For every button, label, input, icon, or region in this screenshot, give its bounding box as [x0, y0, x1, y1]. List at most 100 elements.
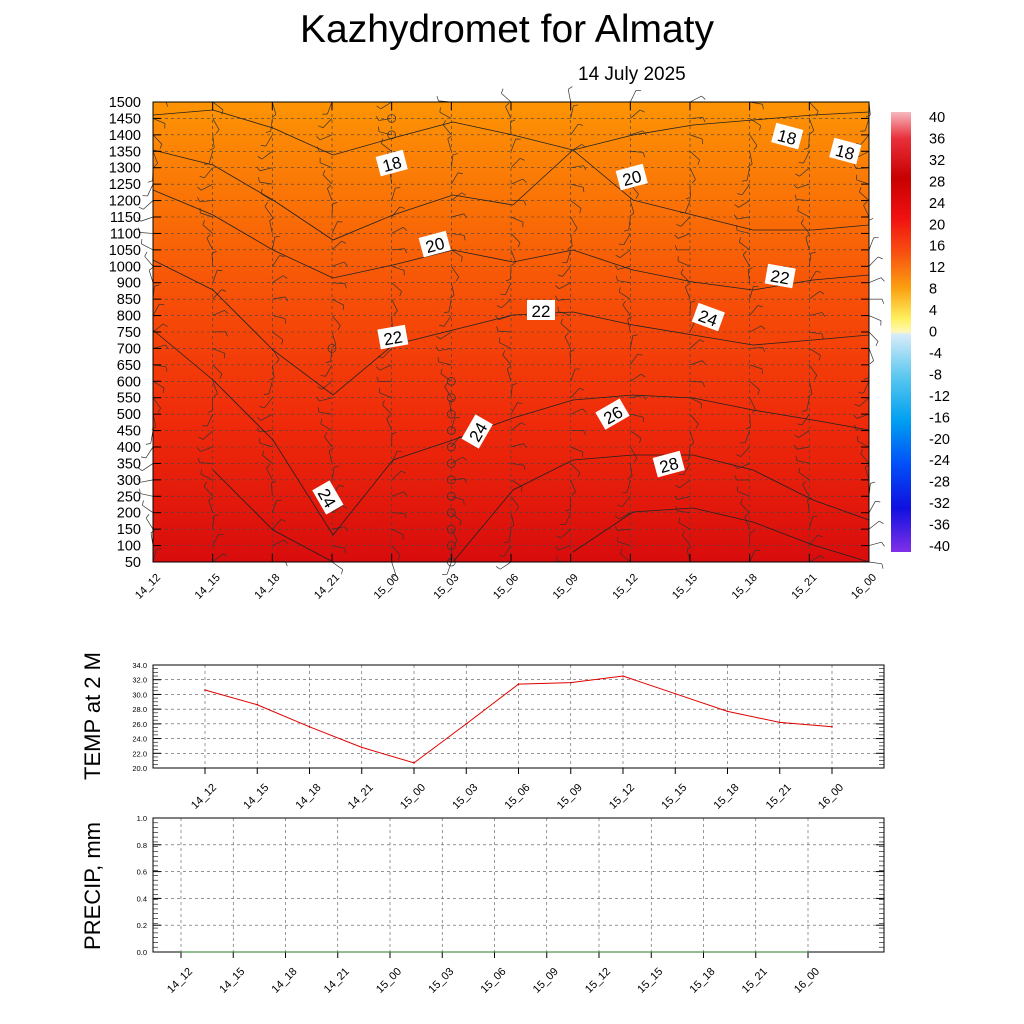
- wind-barb-flag: [376, 115, 380, 121]
- wind-barb: [450, 154, 454, 168]
- wind-barb: [320, 423, 333, 431]
- contour-label-text: 18: [381, 153, 404, 176]
- wind-barb: [271, 483, 273, 497]
- wind-barb: [627, 319, 631, 333]
- wind-barb: [212, 101, 224, 111]
- wind-barb: [626, 479, 631, 493]
- colorbar-scale: [891, 112, 911, 552]
- wind-barb-flag: [736, 454, 741, 457]
- colorbar-tick-label: -16: [929, 410, 950, 426]
- wind-barb-flag: [391, 574, 396, 578]
- y-tick-label: 0.2: [137, 921, 147, 930]
- wind-barb: [440, 373, 452, 382]
- wind-barb-flag: [875, 500, 881, 503]
- wind-barb: [857, 440, 870, 448]
- wind-barb-flag: [567, 246, 573, 250]
- wind-barb: [749, 305, 759, 316]
- wind-barb: [272, 275, 284, 284]
- wind-barb: [680, 216, 691, 227]
- wind-barb-flag: [509, 525, 515, 529]
- wind-barb: [617, 541, 631, 546]
- calm-wind-circle: [446, 491, 456, 501]
- wind-barb-flag: [821, 333, 824, 339]
- y-tick-label: 0.8: [137, 841, 147, 850]
- x-tick-label: 15_15: [659, 782, 689, 812]
- calm-wind-circle: [446, 508, 456, 518]
- wind-barb-flag: [262, 450, 265, 456]
- contour-label: 18: [375, 149, 408, 177]
- colorbar-tick-label: 4: [929, 303, 937, 319]
- contour-label-text: 18: [833, 141, 856, 164]
- wind-barb: [868, 315, 882, 321]
- y-tick-label: 0.0: [137, 948, 147, 957]
- x-tick-label: 15_00: [374, 966, 404, 996]
- x-tick-label: 14_18: [294, 782, 324, 812]
- wind-barb: [510, 233, 521, 244]
- wind-barb: [451, 478, 465, 481]
- wind-barb-flag: [510, 119, 516, 123]
- wind-barb-flag: [403, 491, 408, 496]
- wind-barb-flag: [404, 248, 408, 254]
- wind-barb-flag: [556, 535, 562, 539]
- y-tick-label: 1.0: [137, 814, 147, 823]
- precip-frame: [152, 817, 885, 953]
- wind-barb-flag: [207, 410, 213, 413]
- wind-barb: [505, 282, 512, 295]
- wind-barb-flag: [197, 186, 202, 191]
- wind-barb-flag: [740, 498, 743, 504]
- wind-barb: [444, 386, 452, 398]
- wind-barb: [319, 397, 333, 402]
- wind-barb-flag: [399, 291, 402, 297]
- wind-barb: [266, 468, 273, 481]
- wind-barb: [623, 233, 631, 245]
- temp-x-axis: 14_12 14_15 14_18 14_21 15_00 15_03 15_06 15_09…: [189, 768, 846, 812]
- wind-barb: [510, 249, 516, 263]
- wind-barb: [688, 446, 691, 460]
- wind-barb: [570, 479, 576, 493]
- isotherm-line: [572, 507, 870, 563]
- wind-barb: [796, 460, 810, 464]
- series-point: [622, 675, 624, 677]
- wind-barb-flag: [206, 234, 211, 239]
- wind-barb: [141, 243, 154, 251]
- wind-barb-flag: [803, 147, 809, 150]
- wind-barb: [859, 397, 870, 407]
- wind-barb: [749, 325, 762, 333]
- wind-barb-flag: [447, 135, 452, 140]
- wind-barb: [808, 381, 813, 395]
- wind-barb-flag: [142, 500, 144, 506]
- wind-barb: [201, 183, 213, 191]
- wind-barb-flag: [436, 335, 441, 340]
- wind-barb-flag: [734, 204, 739, 208]
- wind-barb-flag: [569, 349, 575, 353]
- wind-barb-flag: [633, 457, 638, 463]
- wind-barb: [741, 183, 750, 195]
- wind-barb: [152, 323, 164, 333]
- wind-barb-flag: [744, 513, 749, 518]
- wind-barb: [501, 298, 512, 309]
- series-point: [702, 951, 705, 953]
- series-point: [389, 951, 391, 953]
- wind-barb: [451, 233, 465, 236]
- wind-barb: [744, 430, 750, 443]
- wind-barb-flag: [316, 146, 320, 152]
- wind-barb: [207, 414, 213, 427]
- wind-barb-flag: [745, 426, 751, 430]
- wind-barb: [863, 205, 870, 218]
- wind-barb: [808, 134, 810, 148]
- wind-barb: [380, 101, 392, 110]
- wind-barb: [868, 541, 882, 546]
- wind-barb-flag: [812, 515, 818, 517]
- wind-barb: [447, 138, 452, 152]
- wind-barb-flag: [505, 102, 510, 107]
- isotherm-line: [152, 259, 870, 396]
- wind-barb-flag: [623, 229, 629, 232]
- wind-barb: [679, 479, 691, 489]
- wind-barb-flag: [219, 373, 223, 379]
- wind-barb-flag: [225, 331, 228, 337]
- wind-barb-flag: [678, 517, 681, 523]
- wind-barb-flag: [325, 361, 331, 364]
- wind-barb: [260, 413, 273, 421]
- wind-barb-flag: [815, 111, 819, 117]
- wind-barb-flag: [637, 353, 643, 356]
